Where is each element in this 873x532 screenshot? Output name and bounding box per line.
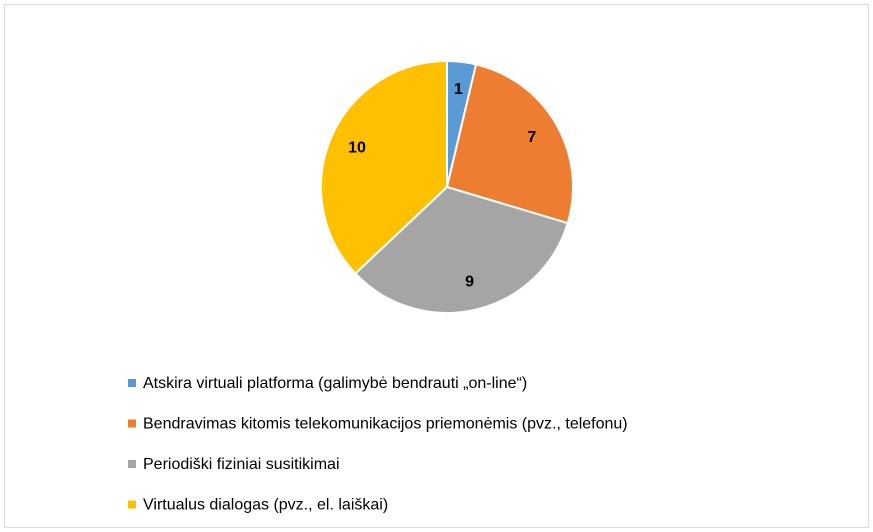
legend-swatch (128, 460, 136, 468)
legend-swatch (128, 379, 136, 387)
legend-swatch (128, 500, 136, 509)
legend-label: Bendravimas kitomis telekomunikacijos pr… (143, 416, 628, 433)
pie-slice (320, 59, 448, 275)
legend-label: Periodiški fiziniai susitikimai (143, 456, 340, 473)
data-label: 9 (465, 274, 474, 291)
data-label: 10 (348, 139, 366, 156)
legend-label: Virtualus dialogas (pvz., el. laiškai) (143, 497, 388, 514)
data-label: 7 (527, 129, 536, 146)
legend-label: Atskira virtuali platforma (galimybė ben… (143, 375, 527, 392)
pie-slice (445, 63, 574, 225)
pie-slice (353, 185, 569, 314)
legend-swatch (128, 419, 136, 428)
data-label: 1 (454, 81, 463, 98)
